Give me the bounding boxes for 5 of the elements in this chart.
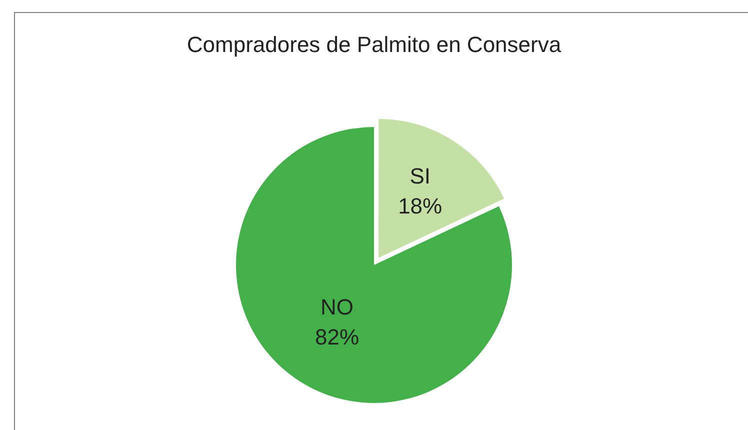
chart-title: Compradores de Palmito en Conserva [186, 32, 562, 58]
data-label: 82% [315, 324, 360, 350]
data-label: 18% [398, 193, 442, 218]
slice-label: SI [410, 163, 430, 188]
slice-label: NO [320, 294, 354, 320]
